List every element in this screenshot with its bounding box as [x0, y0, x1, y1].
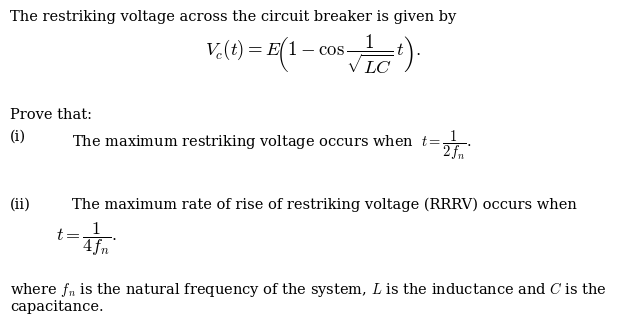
Text: where $f_n$ is the natural frequency of the system, $L$ is the inductance and $C: where $f_n$ is the natural frequency of … [10, 280, 607, 299]
Text: The maximum rate of rise of restriking voltage (RRRV) occurs when: The maximum rate of rise of restriking v… [72, 198, 577, 212]
Text: The maximum restriking voltage occurs when $\ t = \dfrac{1}{2f_n}$.: The maximum restriking voltage occurs wh… [72, 128, 472, 161]
Text: $V_c(t)= E\!\left(1-\cos\dfrac{1}{\sqrt{LC}}\,t\right).$: $V_c(t)= E\!\left(1-\cos\dfrac{1}{\sqrt{… [206, 33, 421, 76]
Text: (i): (i) [10, 130, 26, 144]
Text: $t = \dfrac{1}{4f_n}.$: $t = \dfrac{1}{4f_n}.$ [56, 220, 118, 258]
Text: capacitance.: capacitance. [10, 300, 103, 314]
Text: The restriking voltage across the circuit breaker is given by: The restriking voltage across the circui… [10, 10, 456, 24]
Text: Prove that:: Prove that: [10, 108, 92, 122]
Text: (ii): (ii) [10, 198, 31, 212]
